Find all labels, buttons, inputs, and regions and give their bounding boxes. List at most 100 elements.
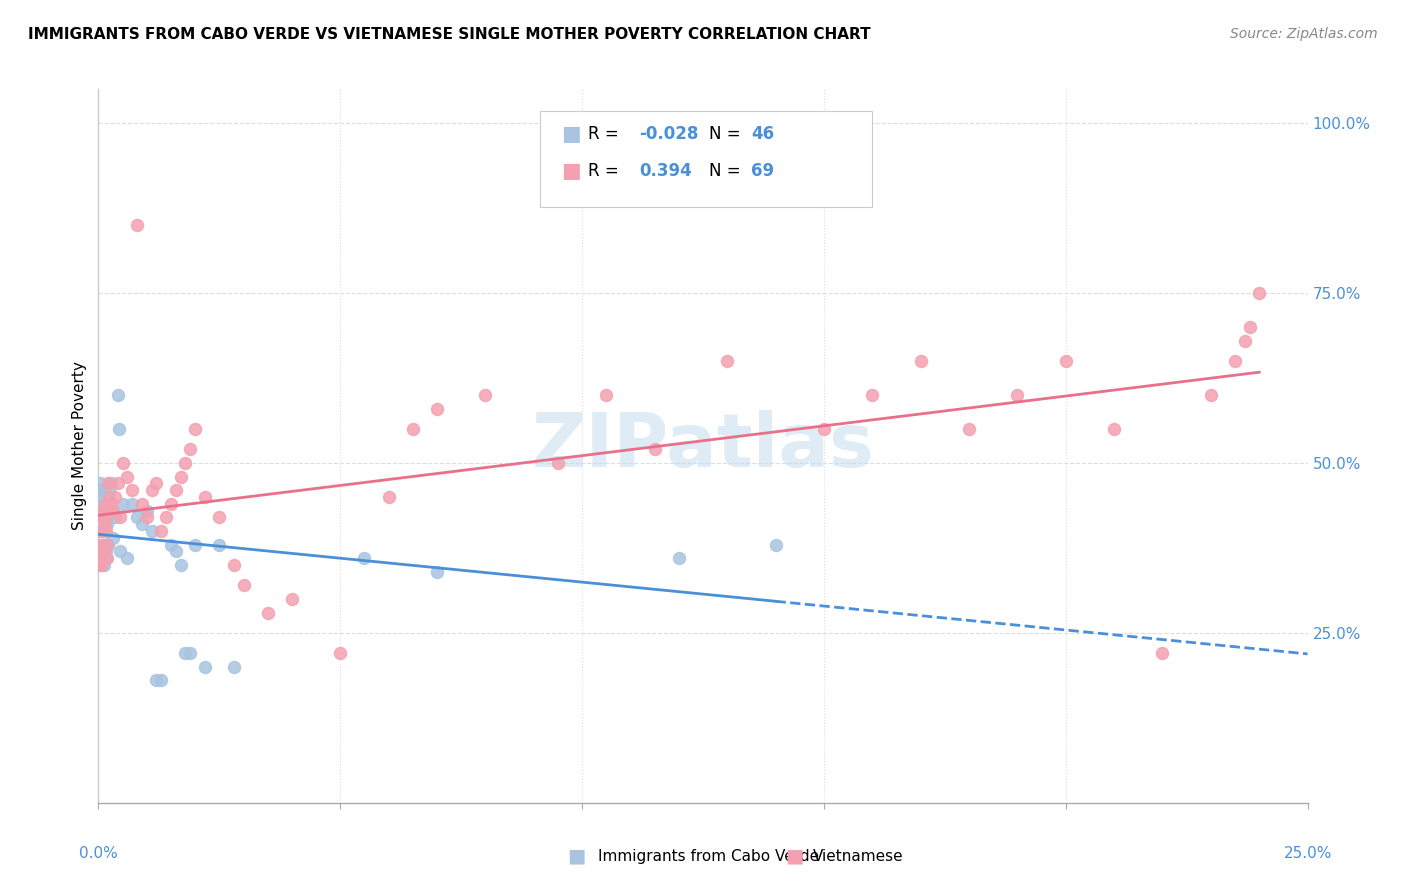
Point <box>93 503 115 517</box>
Point <box>104 510 127 524</box>
Text: 69: 69 <box>751 162 775 180</box>
Point <box>595 388 617 402</box>
Text: ■: ■ <box>561 161 581 181</box>
Text: N =: N = <box>709 125 747 143</box>
Point <box>1152 646 1174 660</box>
Point <box>90 524 112 538</box>
Point <box>97 537 120 551</box>
Text: IMMIGRANTS FROM CABO VERDE VS VIETNAMESE SINGLE MOTHER POVERTY CORRELATION CHART: IMMIGRANTS FROM CABO VERDE VS VIETNAMESE… <box>28 27 870 42</box>
Point <box>107 388 129 402</box>
Point <box>101 503 124 517</box>
Point <box>94 524 117 538</box>
Text: Vietnamese: Vietnamese <box>813 849 903 863</box>
Point <box>208 537 231 551</box>
Point <box>135 510 157 524</box>
Point <box>121 483 143 498</box>
Point <box>117 469 139 483</box>
Point <box>1054 354 1077 368</box>
Point <box>1233 334 1256 348</box>
Point <box>108 510 131 524</box>
Point <box>194 490 217 504</box>
Point <box>547 456 569 470</box>
Point <box>765 537 787 551</box>
Point <box>860 388 883 402</box>
Point <box>256 606 278 620</box>
Point <box>426 401 449 416</box>
Point <box>111 497 134 511</box>
Point <box>141 524 163 538</box>
Point <box>165 544 187 558</box>
Point <box>93 537 115 551</box>
Point <box>155 510 177 524</box>
Point <box>353 551 375 566</box>
Point <box>93 497 115 511</box>
Point <box>644 442 666 457</box>
Text: ■: ■ <box>785 847 804 866</box>
Text: ■: ■ <box>561 124 581 145</box>
Point <box>96 551 118 566</box>
Text: ZIPatlas: ZIPatlas <box>531 409 875 483</box>
Point <box>107 422 129 436</box>
Point <box>89 537 111 551</box>
Point <box>716 354 738 368</box>
Point <box>127 218 149 232</box>
Point <box>107 476 129 491</box>
Text: N =: N = <box>709 162 747 180</box>
Point <box>90 510 112 524</box>
Point <box>101 503 124 517</box>
Point <box>1239 320 1261 334</box>
Y-axis label: Single Mother Poverty: Single Mother Poverty <box>72 361 87 531</box>
Point <box>1249 286 1271 301</box>
Text: R =: R = <box>588 125 624 143</box>
Point <box>89 490 111 504</box>
Point <box>165 483 187 498</box>
Point <box>127 510 149 524</box>
Point <box>174 456 197 470</box>
FancyBboxPatch shape <box>540 111 872 207</box>
Point <box>90 483 112 498</box>
Point <box>91 483 114 498</box>
Point <box>329 646 352 660</box>
Point <box>194 660 217 674</box>
Point <box>174 646 197 660</box>
Text: 0.0%: 0.0% <box>79 846 118 861</box>
Point <box>131 497 153 511</box>
Point <box>169 558 191 572</box>
Point <box>1199 388 1222 402</box>
Point <box>957 422 980 436</box>
Text: 25.0%: 25.0% <box>1284 846 1331 861</box>
Point <box>135 503 157 517</box>
Point <box>104 490 127 504</box>
Point <box>101 531 124 545</box>
Text: Immigrants from Cabo Verde: Immigrants from Cabo Verde <box>598 849 818 863</box>
Point <box>222 660 245 674</box>
Point <box>87 558 110 572</box>
Point <box>222 558 245 572</box>
Point <box>179 442 201 457</box>
Point <box>93 558 115 572</box>
Point <box>96 551 118 566</box>
Point <box>90 524 112 538</box>
Point <box>668 551 690 566</box>
Point <box>91 497 114 511</box>
Text: ■: ■ <box>567 847 586 866</box>
Point <box>100 476 122 491</box>
Point <box>377 490 399 504</box>
Point <box>232 578 254 592</box>
Point <box>91 537 114 551</box>
Point <box>100 497 122 511</box>
Point <box>96 510 118 524</box>
Point <box>96 524 118 538</box>
Point <box>131 517 153 532</box>
Point <box>96 537 118 551</box>
Point <box>426 565 449 579</box>
Point <box>1223 354 1246 368</box>
Point <box>89 551 111 566</box>
Point <box>90 510 112 524</box>
Point <box>169 469 191 483</box>
Point <box>96 517 118 532</box>
Point <box>121 497 143 511</box>
Point <box>94 544 117 558</box>
Text: R =: R = <box>588 162 630 180</box>
Text: Source: ZipAtlas.com: Source: ZipAtlas.com <box>1230 27 1378 41</box>
